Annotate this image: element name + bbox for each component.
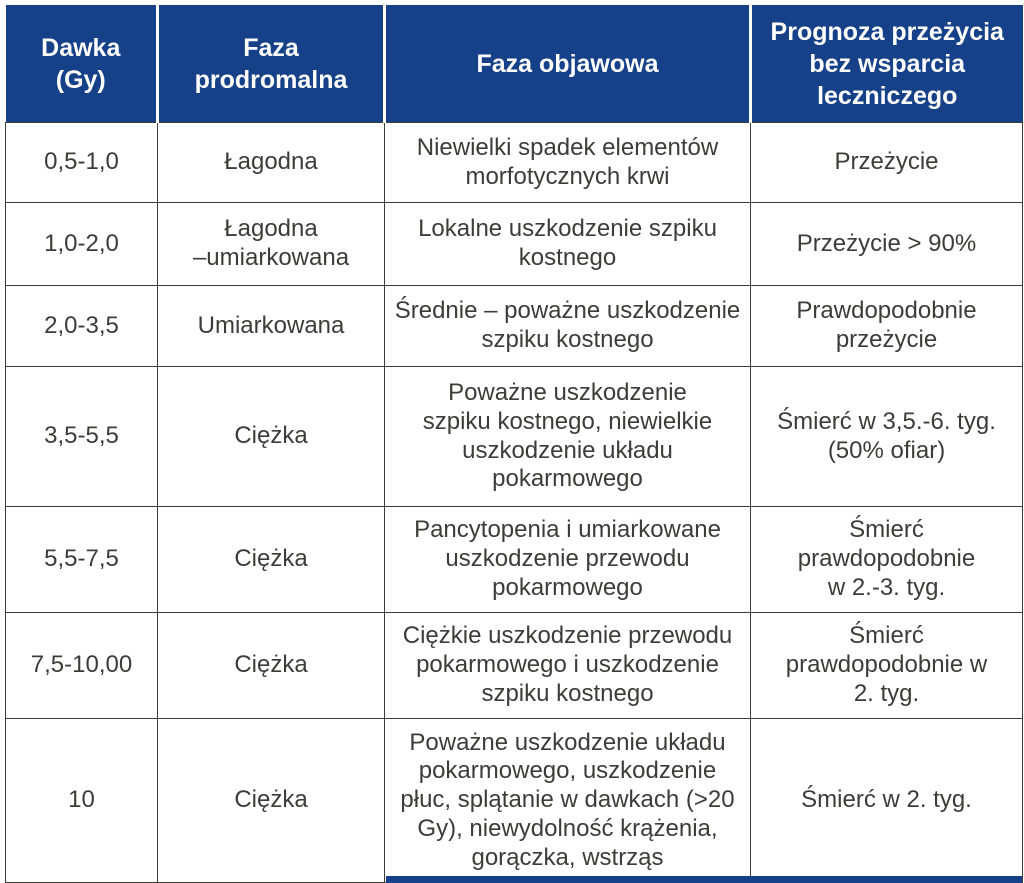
header-cell-prodromal-phase: Faza prodromalna (156, 5, 385, 123)
header-cell-symptomatic-phase: Faza objawowa (383, 5, 751, 123)
header-row: Dawka (Gy) Faza prodromalna Faza objawow… (5, 5, 1023, 123)
table-body: 0,5-1,0 Łagodna Niewielki spadek element… (5, 122, 1023, 883)
cell-symptomatic-phase: Pancytopenia i umiarkowane uszkodzenie p… (384, 506, 751, 613)
cell-prodromal-phase: Łagodna (157, 122, 385, 203)
cell-prognosis: Śmierć w 3,5.-6. tyg. (50% ofiar) (750, 366, 1023, 507)
cell-prodromal-phase: Ciężka (157, 612, 385, 719)
cell-prodromal-phase: Ciężka (157, 506, 385, 613)
cell-prognosis: Śmierć prawdopodobnie w 2.-3. tyg. (750, 506, 1023, 613)
radiation-dose-effects-table: Dawka (Gy) Faza prodromalna Faza objawow… (5, 5, 1023, 883)
cell-dose: 5,5-7,5 (5, 506, 158, 613)
cell-prodromal-phase: Ciężka (157, 366, 385, 507)
cell-symptomatic-phase: Niewielki spadek elementów morfotycznych… (384, 122, 751, 203)
cell-prognosis: Prawdopodobnie przeżycie (750, 285, 1023, 367)
cell-prodromal-phase: Ciężka (157, 718, 385, 883)
cell-dose: 7,5-10,00 (5, 612, 158, 719)
cell-prognosis: Przeżycie (750, 122, 1023, 203)
cell-prognosis: Śmierć prawdopodobnie w 2. tyg. (750, 612, 1023, 719)
cell-symptomatic-phase: Średnie – poważne uszkodzenie szpiku kos… (384, 285, 751, 367)
table-row: 7,5-10,00 Ciężka Ciężkie uszkodzenie prz… (5, 612, 1023, 719)
cell-symptomatic-phase: Poważne uszkodzenie układu pokarmowego, … (384, 718, 751, 883)
cell-prognosis: Śmierć w 2. tyg. (750, 718, 1023, 883)
cell-dose: 0,5-1,0 (5, 122, 158, 203)
table-row: 10 Ciężka Poważne uszkodzenie układu pok… (5, 718, 1023, 883)
cell-dose: 3,5-5,5 (5, 366, 158, 507)
cell-prodromal-phase: Umiarkowana (157, 285, 385, 367)
cell-prognosis: Przeżycie > 90% (750, 202, 1023, 286)
cell-dose: 10 (5, 718, 158, 883)
cell-symptomatic-phase: Ciężkie uszkodzenie przewodu pokarmowego… (384, 612, 751, 719)
table-continuation-strip (386, 876, 1022, 883)
cell-symptomatic-phase: Lokalne uszkodzenie szpiku kostnego (384, 202, 751, 286)
table-row: 3,5-5,5 Ciężka Poważne uszkodzenie szpik… (5, 366, 1023, 507)
header-cell-dose: Dawka (Gy) (5, 5, 158, 123)
cell-dose: 1,0-2,0 (5, 202, 158, 286)
cell-prodromal-phase: Łagodna –umiarkowana (157, 202, 385, 286)
table-row: 2,0-3,5 Umiarkowana Średnie – poważne us… (5, 285, 1023, 367)
table-row: 5,5-7,5 Ciężka Pancytopenia i umiarkowan… (5, 506, 1023, 613)
table-row: 1,0-2,0 Łagodna –umiarkowana Lokalne usz… (5, 202, 1023, 286)
table-row: 0,5-1,0 Łagodna Niewielki spadek element… (5, 122, 1023, 203)
cell-symptomatic-phase: Poważne uszkodzenie szpiku kostnego, nie… (384, 366, 751, 507)
header-cell-prognosis: Prognoza przeżycia bez wsparcia lecznicz… (749, 5, 1023, 123)
cell-dose: 2,0-3,5 (5, 285, 158, 367)
table-header: Dawka (Gy) Faza prodromalna Faza objawow… (5, 5, 1023, 123)
